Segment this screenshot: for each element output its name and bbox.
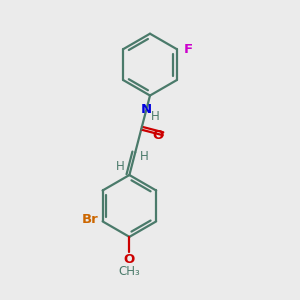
Text: CH₃: CH₃ (118, 265, 140, 278)
Text: Br: Br (81, 213, 98, 226)
Text: N: N (140, 103, 152, 116)
Text: F: F (183, 43, 192, 56)
Text: H: H (140, 150, 148, 163)
Text: O: O (152, 129, 164, 142)
Text: O: O (124, 253, 135, 266)
Text: H: H (151, 110, 160, 123)
Text: H: H (116, 160, 125, 173)
